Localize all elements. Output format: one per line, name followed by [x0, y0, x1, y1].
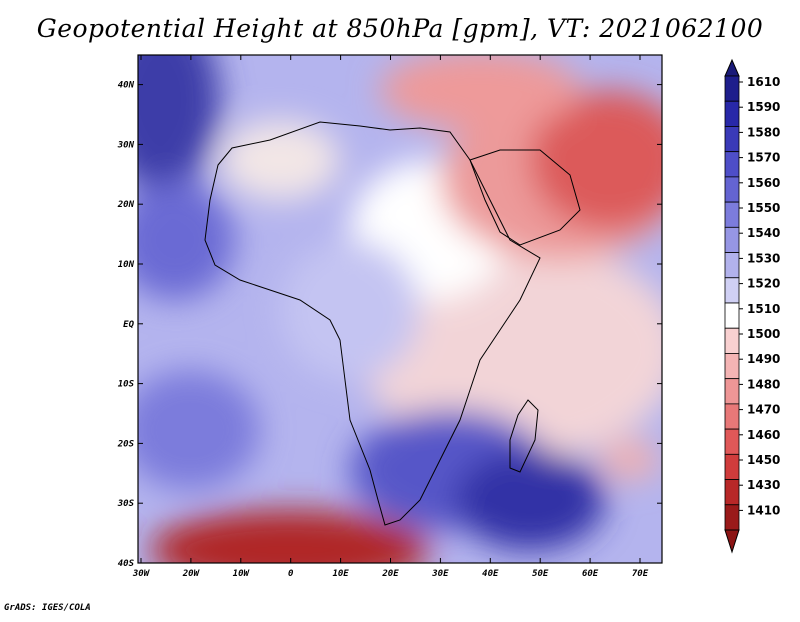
lat-tick-label: 40N: [118, 81, 135, 91]
lat-tick-label: 30S: [117, 499, 135, 509]
colorbar-swatch: [724, 176, 740, 203]
colorbar-level-label: 1520: [747, 277, 780, 291]
arabia: [469, 149, 581, 246]
colorbar-swatch: [724, 327, 740, 354]
colorbar-swatch: [724, 201, 740, 228]
lon-tick-label: 30W: [132, 569, 151, 579]
lat-tick-label: 40S: [118, 559, 135, 569]
colorbar-level-label: 1410: [747, 503, 780, 517]
colorbar-level-label: 1430: [747, 478, 780, 492]
colorbar-top-arrow: [724, 58, 740, 77]
lon-tick-label: 20W: [182, 569, 201, 579]
lon-tick-label: 40E: [482, 569, 499, 579]
colorbar-swatch: [724, 302, 740, 329]
colorbar-swatch: [724, 504, 740, 531]
lon-tick-label: 70E: [632, 569, 649, 579]
lat-axis: 40S 30S 20S 10S EQ 10N 20N 30N 40N: [117, 81, 662, 569]
colorbar-level-label: 1540: [747, 226, 780, 240]
colorbar-bottom-arrow: [724, 529, 740, 554]
colorbar-swatch: [724, 100, 740, 127]
colorbar-swatch: [724, 75, 740, 102]
colorbar-level-label: 1470: [747, 403, 780, 417]
madagascar: [509, 399, 539, 473]
colorbar-swatch: [724, 479, 740, 506]
colorbar-level-label: 1500: [747, 327, 780, 341]
colorbar-swatch: [724, 277, 740, 304]
lon-axis: 30W 20W 10W 0 10E 20E 30E 40E 50E 60E 70E: [132, 55, 649, 579]
lat-tick-label: EQ: [123, 320, 134, 330]
colorbar-swatch: [724, 428, 740, 455]
colorbar-level-label: 1590: [747, 100, 780, 114]
colorbar: 1610 1590 1580 1570 1560 1550 1540 1530 1520 1510…: [724, 58, 780, 554]
lat-tick-label: 30N: [117, 140, 135, 150]
colorbar-swatch: [724, 126, 740, 153]
colorbar-swatch: [724, 353, 740, 380]
lon-tick-label: 10E: [332, 569, 349, 579]
lat-tick-label: 10S: [118, 380, 135, 390]
colorbar-swatch: [724, 151, 740, 178]
colorbar-level-label: 1560: [747, 176, 780, 190]
colorbar-swatch: [724, 453, 740, 480]
lon-tick-label: 50E: [532, 569, 549, 579]
colorbar-level-label: 1480: [747, 377, 780, 391]
colorbar-level-label: 1490: [747, 352, 780, 366]
colorbar-level-label: 1460: [747, 428, 780, 442]
lat-tick-label: 20S: [117, 439, 135, 449]
colorbar-level-label: 1450: [747, 453, 780, 467]
colorbar-swatch: [724, 226, 740, 253]
colorbar-level-label: 1510: [747, 302, 780, 316]
lat-tick-label: 20N: [117, 200, 135, 210]
colorbar-swatch: [724, 403, 740, 430]
colorbar-swatch: [724, 252, 740, 279]
credit-text: GrADS: IGES/COLA: [4, 603, 91, 613]
coastline: [204, 121, 541, 526]
colorbar-swatch: [724, 378, 740, 405]
plot-frame: [137, 54, 663, 564]
colorbar-level-label: 1530: [747, 251, 780, 265]
map-title: Geopotential Height at 850hPa [gpm], VT:…: [36, 14, 764, 43]
lon-tick-label: 20E: [381, 569, 399, 579]
lon-tick-label: 10W: [233, 569, 251, 579]
height-field: [138, 55, 662, 563]
lon-tick-label: 60E: [582, 569, 599, 579]
colorbar-level-label: 1570: [747, 151, 780, 165]
lon-tick-label: 30E: [431, 569, 449, 579]
colorbar-level-label: 1550: [747, 201, 780, 215]
lon-tick-label: 0: [288, 569, 294, 579]
colorbar-level-label: 1580: [747, 125, 780, 139]
colorbar-level-label: 1610: [747, 75, 780, 89]
lat-tick-label: 10N: [118, 260, 135, 270]
